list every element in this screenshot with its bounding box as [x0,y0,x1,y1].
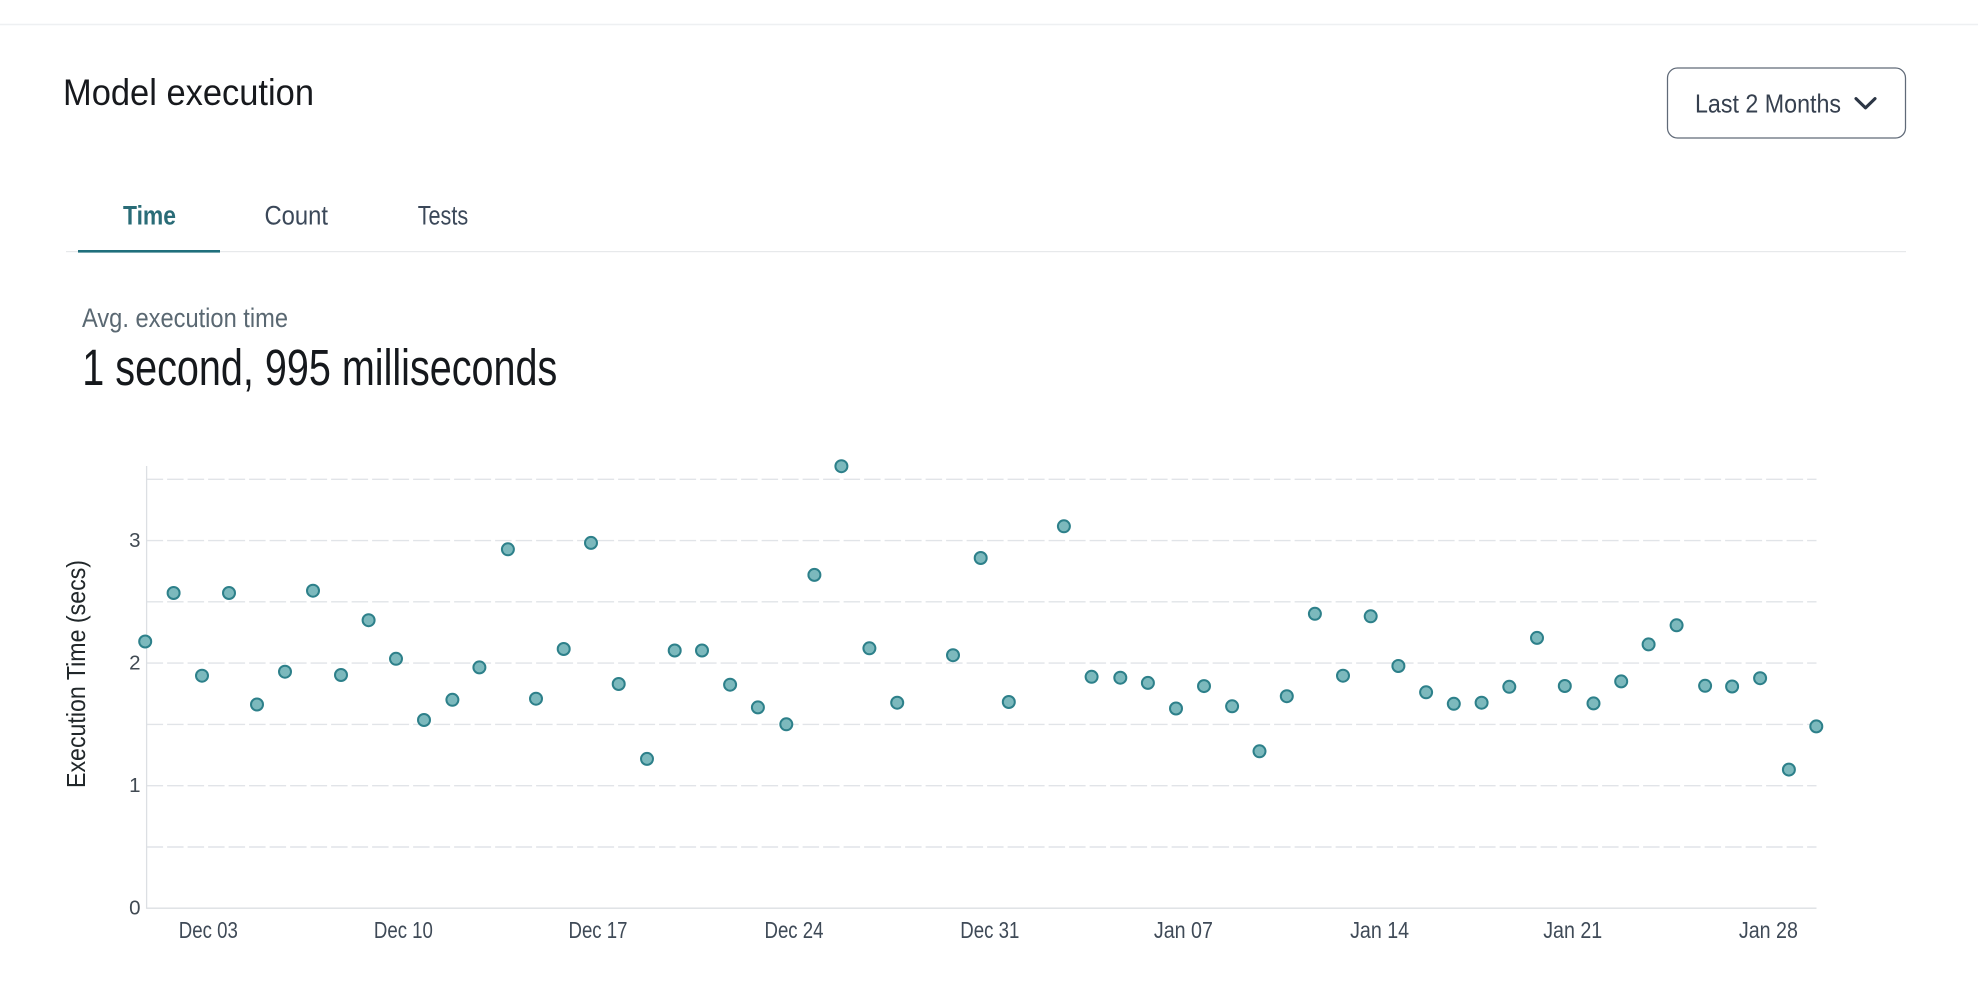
svg-text:Last 2 Months: Last 2 Months [1695,89,1841,119]
svg-text:Jan 21: Jan 21 [1543,917,1602,943]
svg-text:Execution Time (secs): Execution Time (secs) [61,560,91,788]
svg-text:Jan 28: Jan 28 [1739,917,1798,943]
svg-text:Tests: Tests [418,201,469,231]
svg-text:1: 1 [129,774,140,797]
svg-text:Dec 24: Dec 24 [765,917,824,943]
svg-text:Dec 10: Dec 10 [374,917,433,943]
svg-text:0: 0 [129,897,140,920]
svg-text:Jan 07: Jan 07 [1154,917,1213,943]
svg-text:Time: Time [123,201,176,231]
svg-text:Count: Count [265,201,329,231]
svg-text:Model execution: Model execution [63,72,314,113]
svg-text:Avg. execution time: Avg. execution time [82,303,288,333]
svg-text:Dec 17: Dec 17 [569,917,628,943]
svg-text:Jan 14: Jan 14 [1350,917,1409,943]
svg-text:1 second, 995 milliseconds: 1 second, 995 milliseconds [82,339,557,396]
svg-text:3: 3 [129,529,140,552]
svg-text:Dec 03: Dec 03 [179,917,238,943]
svg-text:Dec 31: Dec 31 [960,917,1019,943]
svg-text:2: 2 [129,651,140,674]
